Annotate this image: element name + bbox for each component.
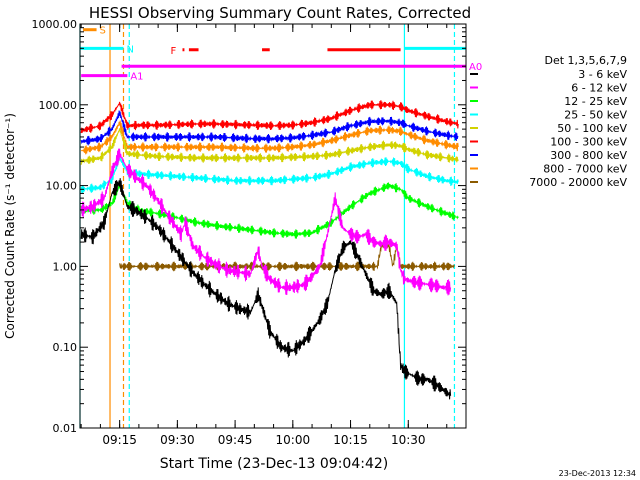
chart-title: HESSI Observing Summary Count Rates, Cor… bbox=[89, 4, 471, 22]
x-tick-label: 09:30 bbox=[160, 433, 195, 447]
x-tick-label: 10:15 bbox=[333, 433, 368, 447]
series-line-800-7000keV bbox=[80, 120, 459, 155]
legend-entry: 25 - 50 keV bbox=[564, 109, 627, 122]
x-tick-label: 10:00 bbox=[276, 433, 311, 447]
series-line-25-50keV bbox=[80, 156, 459, 194]
legend-entry: 800 - 7000 keV bbox=[543, 163, 627, 176]
legend-entry: 7000 - 20000 keV bbox=[529, 176, 627, 189]
y-tick-label: 100.00 bbox=[39, 99, 78, 112]
x-axis-label: Start Time (23-Dec-13 09:04:42) bbox=[160, 456, 388, 472]
marker-label-n: N bbox=[126, 44, 133, 55]
plot-frame bbox=[79, 23, 467, 429]
y-tick-label: 10.00 bbox=[46, 180, 78, 193]
marker-label-a1: A1 bbox=[130, 72, 143, 83]
series-line-50-100keV bbox=[80, 128, 459, 165]
y-tick-label: 0.10 bbox=[53, 341, 78, 354]
series-line-3-6keV bbox=[80, 178, 452, 400]
marker-label-a0: A0 bbox=[469, 62, 482, 73]
marker-label-s: S bbox=[100, 26, 106, 37]
x-tick-label: 10:30 bbox=[391, 433, 426, 447]
x-tick-label: 09:45 bbox=[218, 433, 253, 447]
legend-entry: 12 - 25 keV bbox=[564, 95, 627, 108]
y-axis-label: Corrected Count Rate (s⁻¹ detector⁻¹) bbox=[3, 113, 17, 339]
y-tick-label: 1.00 bbox=[53, 260, 78, 273]
legend-title: Det 1,3,5,6,7,9 bbox=[544, 54, 627, 67]
flare-label: F bbox=[170, 46, 176, 57]
series-line-300-800keV bbox=[80, 110, 459, 146]
legend-entry: 6 - 12 keV bbox=[571, 82, 627, 95]
legend-entry: 50 - 100 keV bbox=[557, 122, 627, 135]
x-tick-label: 09:15 bbox=[102, 433, 137, 447]
series-line-100-300keV bbox=[80, 100, 459, 134]
legend-entry: 100 - 300 keV bbox=[550, 136, 627, 149]
y-tick-label: 0.01 bbox=[53, 422, 78, 435]
series-line-6-12keV bbox=[80, 148, 452, 296]
footer-timestamp: 23-Dec-2013 12:34 bbox=[559, 469, 636, 478]
legend-entry: 3 - 6 keV bbox=[578, 68, 627, 81]
y-tick-label: 1000.00 bbox=[32, 18, 78, 31]
legend-entry: 300 - 800 keV bbox=[550, 149, 627, 162]
